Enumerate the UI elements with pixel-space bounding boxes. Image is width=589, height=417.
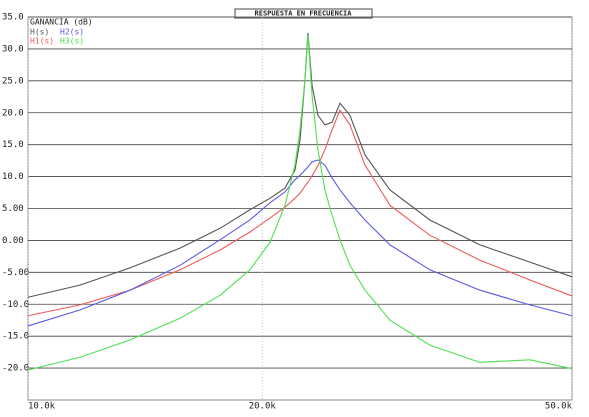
legend-entry: H(s) — [30, 28, 49, 37]
y-axis-label: GANANCIA (dB) — [30, 18, 93, 27]
legend-entry: H1(s) — [30, 37, 54, 46]
y-tick-label: 15.0 — [2, 140, 24, 150]
y-tick-label: 0.00 — [2, 236, 24, 246]
series-line — [27, 32, 573, 298]
y-tick-label: 35.0 — [2, 13, 24, 23]
legend-entry: H2(s) — [60, 28, 84, 37]
chart-title: RESPUESTA EN FRECUENCIA — [255, 10, 353, 18]
x-tick-label: 20.0k — [249, 402, 277, 412]
x-tick-label: 10.0k — [28, 402, 56, 412]
series-line — [27, 34, 573, 371]
y-tick-label: -5.00 — [2, 268, 29, 278]
y-tick-label: 5.00 — [2, 204, 24, 214]
x-tick-label: 50.0k — [545, 402, 573, 412]
y-tick-label: 20.0 — [2, 108, 24, 118]
series-line — [27, 159, 573, 327]
y-tick-label: 10.0 — [2, 172, 24, 182]
y-tick-label: 30.0 — [2, 44, 24, 54]
y-tick-label: -10.0 — [2, 300, 29, 310]
series-line — [27, 109, 573, 317]
y-tick-label: -20.0 — [2, 364, 29, 374]
y-tick-label: 25.0 — [2, 76, 24, 86]
legend-entry: H3(s) — [60, 37, 84, 46]
y-tick-label: -15.0 — [2, 332, 29, 342]
title-box — [234, 8, 373, 19]
